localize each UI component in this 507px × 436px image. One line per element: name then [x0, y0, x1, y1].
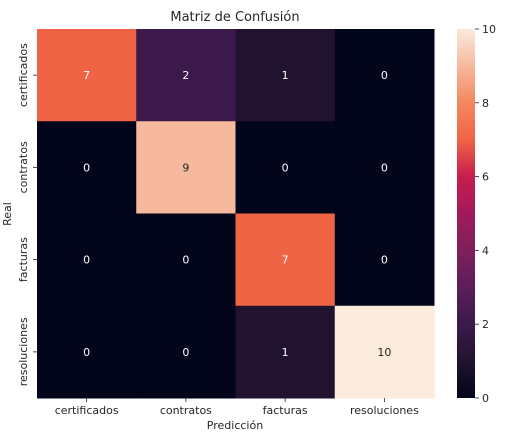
cell-value-r3-c0: 0	[83, 346, 90, 359]
cell-value-r1-c0: 0	[83, 161, 90, 174]
chart-title: Matriz de Confusión	[170, 10, 299, 25]
colorbar-tick-label-10: 10	[482, 23, 496, 36]
heatmap-cell-r0-c0	[37, 29, 137, 122]
cell-value-r0-c1: 2	[182, 69, 189, 82]
cell-value-r0-c2: 1	[282, 69, 289, 82]
cell-value-r2-c2: 7	[282, 254, 289, 267]
cell-value-r1-c1: 9	[182, 161, 189, 174]
heatmap-cell-r3-c3	[334, 305, 435, 399]
y-tick-label-certificados: certificados	[17, 43, 30, 107]
heatmap-cell-r3-c2	[235, 305, 336, 399]
cell-value-r2-c1: 0	[182, 254, 189, 267]
heatmap-cell-r1-c0	[37, 121, 137, 214]
x-tick-label-resoluciones: resoluciones	[350, 404, 419, 417]
colorbar-tick-label-6: 6	[482, 171, 489, 184]
cell-value-r2-c0: 0	[83, 254, 90, 267]
heatmap-cells	[37, 29, 435, 399]
heatmap-cell-r2-c3	[334, 213, 435, 307]
x-tick-label-contratos: contratos	[160, 404, 212, 417]
y-axis-title: Real	[1, 202, 14, 226]
cell-value-r3-c3: 10	[377, 346, 391, 359]
heatmap-cell-r1-c2	[235, 121, 336, 214]
heatmap-cell-r0-c2	[235, 29, 336, 122]
heatmap-cell-r3-c0	[37, 305, 137, 399]
colorbar-tick-label-4: 4	[482, 244, 489, 257]
y-tick-label-contratos: contratos	[17, 141, 30, 193]
colorbar-tick-label-8: 8	[482, 97, 489, 110]
heatmap-cell-r1-c1	[136, 121, 236, 214]
heatmap-cell-r1-c3	[334, 121, 435, 214]
heatmap-cell-labels: 7 2 1 00 9 0 00 0 7 00 0 1 10	[83, 69, 391, 359]
colorbar-tick-label-0: 0	[482, 392, 489, 405]
cell-value-r2-c3: 0	[381, 254, 388, 267]
cell-value-r1-c2: 0	[282, 161, 289, 174]
heatmap-cell-r0-c1	[136, 29, 236, 122]
heatmap-cell-r3-c1	[136, 305, 236, 399]
heatmap-cell-r2-c2	[235, 213, 336, 307]
heatmap-cell-r2-c1	[136, 213, 236, 307]
colorbar	[457, 29, 475, 398]
cell-value-r3-c1: 0	[182, 346, 189, 359]
x-tick-label-facturas: facturas	[263, 404, 308, 417]
cell-value-r1-c3: 0	[381, 161, 388, 174]
y-tick-label-resoluciones: resoluciones	[17, 317, 30, 386]
colorbar-ticks: 0 2 4 6 8 10	[475, 23, 496, 405]
y-axis-ticks: certificados contratos facturas resolucione…	[17, 43, 37, 386]
cell-value-r3-c2: 1	[282, 346, 289, 359]
cell-value-r0-c0: 7	[83, 69, 90, 82]
x-axis-ticks: certificados contratos facturas resolucione…	[55, 398, 419, 417]
x-tick-label-certificados: certificados	[55, 404, 119, 417]
colorbar-tick-label-2: 2	[482, 318, 489, 331]
heatmap-cell-r2-c0	[37, 213, 137, 307]
cell-value-r0-c3: 0	[381, 69, 388, 82]
heatmap-cell-r0-c3	[334, 29, 435, 122]
x-axis-title: Predicción	[207, 419, 263, 432]
y-tick-label-facturas: facturas	[17, 237, 30, 282]
